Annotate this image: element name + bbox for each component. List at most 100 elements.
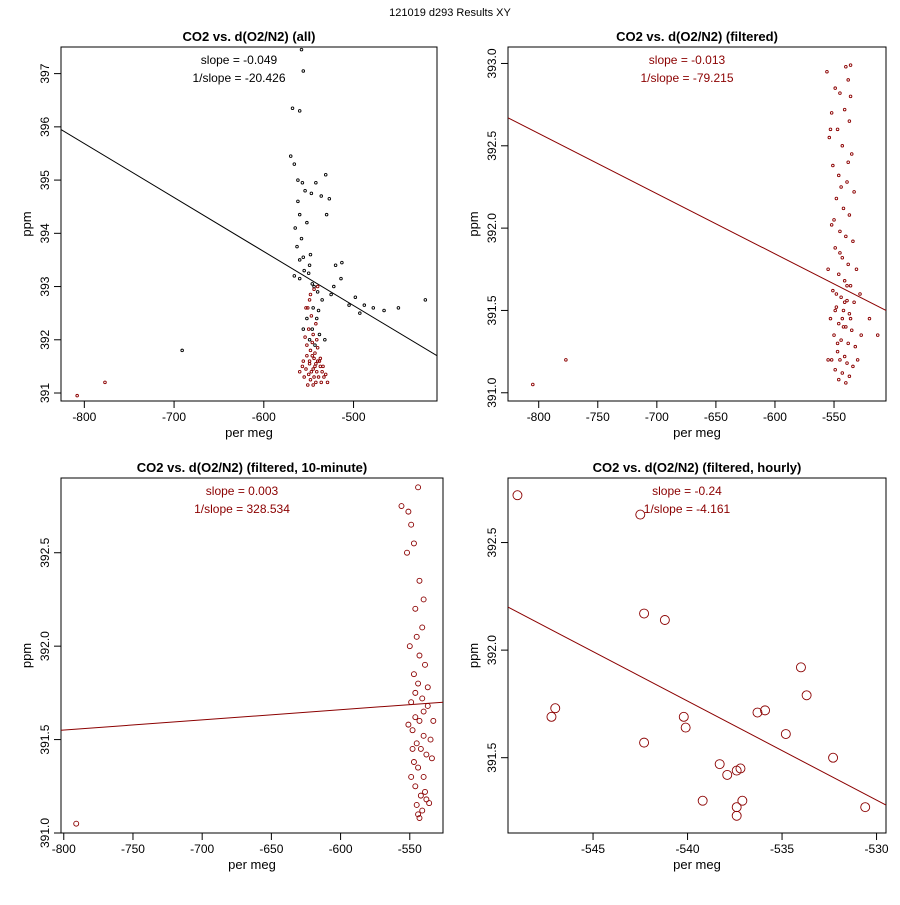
data-point: [180, 348, 184, 353]
data-point: [408, 521, 415, 528]
data-point: [867, 316, 872, 321]
data-point: [315, 346, 320, 350]
y-axis-label: ppm: [466, 643, 481, 668]
series-10-minute: [73, 484, 437, 827]
data-point: [419, 695, 426, 702]
data-point: [314, 180, 318, 185]
data-point: [312, 284, 316, 289]
data-point: [848, 94, 853, 99]
data-point: [316, 308, 321, 313]
data-point: [405, 721, 412, 728]
x-tick-label: -800: [52, 842, 76, 856]
x-tick-label: -600: [252, 410, 276, 424]
data-point: [840, 371, 845, 375]
data-point: [858, 292, 862, 296]
data-point: [329, 292, 333, 297]
y-tick-label: 392.0: [485, 635, 499, 665]
plot-frame: [507, 477, 887, 834]
chart-title: CO2 vs. d(O2/N2) (filtered, 10-minute): [137, 460, 367, 475]
x-axis: -545 -540 -535 -530 per meg: [581, 832, 889, 872]
data-point: [307, 361, 312, 366]
data-point: [333, 263, 338, 268]
data-point: [849, 328, 854, 332]
data-point: [851, 364, 855, 369]
data-point: [846, 262, 850, 267]
chart-panel-4: CO2 vs. d(O2/N2) (filtered, hourly)-545-…: [466, 460, 889, 872]
data-point: [311, 383, 315, 387]
data-point: [847, 213, 852, 217]
x-axis-label: per meg: [228, 857, 276, 872]
data-point: [310, 327, 315, 331]
data-point: [340, 260, 344, 265]
data-point: [353, 295, 358, 299]
data-point: [292, 162, 297, 166]
y-tick-label: 393.0: [485, 48, 499, 78]
data-point: [306, 271, 311, 275]
data-point: [313, 351, 317, 355]
x-tick-label: -530: [865, 842, 889, 856]
data-point: [423, 796, 430, 803]
data-point: [314, 322, 318, 326]
data-point: [845, 180, 849, 184]
data-point: [310, 354, 315, 358]
series-filtered: [75, 284, 330, 398]
data-point: [760, 705, 770, 716]
data-point: [839, 295, 843, 300]
y-axis: 391 392 393 394 395 396 397 ppm: [19, 63, 62, 403]
data-point: [347, 303, 351, 307]
data-point: [302, 268, 306, 273]
data-point: [423, 298, 428, 302]
y-tick-label: 392.5: [485, 130, 499, 160]
y-tick-label: 391.0: [38, 818, 52, 848]
data-point: [834, 196, 839, 201]
slope-annotation: slope = -0.24: [652, 484, 722, 498]
data-point: [846, 341, 850, 346]
slope-annotation: slope = -0.013: [649, 53, 726, 67]
data-point: [310, 282, 315, 286]
y-tick-label: 391: [38, 383, 52, 403]
data-point: [299, 236, 304, 241]
x-axis-label: per meg: [673, 425, 721, 440]
data-point: [303, 335, 307, 339]
y-axis-label: ppm: [19, 211, 34, 236]
data-point: [844, 234, 848, 239]
chart-panel-3: CO2 vs. d(O2/N2) (filtered, 10-minute) -8…: [19, 460, 444, 872]
data-point: [635, 509, 646, 520]
data-point: [404, 549, 410, 556]
data-point: [835, 349, 840, 354]
data-point: [371, 306, 376, 310]
data-point: [845, 283, 849, 288]
y-tick-label: 392.5: [485, 527, 499, 557]
data-point: [423, 751, 430, 758]
x-tick-label: -700: [190, 842, 214, 856]
data-point: [413, 633, 420, 640]
data-point: [834, 305, 839, 309]
data-point: [847, 311, 852, 316]
data-point: [409, 727, 416, 734]
y-axis-label: ppm: [466, 211, 481, 236]
data-point: [382, 308, 386, 313]
x-tick-label: -700: [645, 410, 669, 424]
data-point: [828, 316, 833, 321]
data-point: [829, 223, 834, 227]
data-point: [409, 745, 416, 752]
data-point: [430, 717, 437, 724]
data-point: [550, 703, 561, 714]
chart-title: CO2 vs. d(O2/N2) (filtered): [616, 29, 778, 44]
data-point: [833, 86, 837, 90]
data-point: [420, 596, 427, 603]
data-point: [831, 163, 835, 168]
data-point: [297, 109, 302, 113]
x-axis-label: per meg: [225, 425, 273, 440]
slope-annotation: 1/slope = -4.161: [644, 502, 731, 516]
data-point: [859, 333, 863, 337]
chart-panel-1: CO2 vs. d(O2/N2) (all) -800 -700 -600 -500 pe…: [19, 29, 438, 440]
chart-title: CO2 vs. d(O2/N2) (all): [183, 29, 316, 44]
data-point: [852, 300, 856, 304]
plot-frame: [60, 477, 444, 834]
data-point: [847, 119, 852, 123]
y-axis-label: ppm: [19, 643, 34, 668]
data-point: [301, 327, 306, 331]
x-axis: -800 -750 -700 -650 -600 -550 per meg: [52, 832, 422, 872]
data-point: [293, 226, 297, 230]
